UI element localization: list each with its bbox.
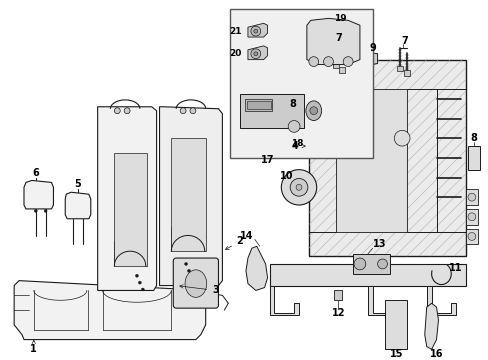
Bar [343,104,372,143]
Circle shape [287,121,299,132]
Bar [465,229,477,244]
Circle shape [250,49,260,59]
Bar [244,99,272,111]
Text: 14: 14 [240,231,253,242]
Bar [336,89,406,231]
Circle shape [184,262,187,265]
Circle shape [289,179,307,196]
Circle shape [124,108,130,114]
Text: 12: 12 [331,308,345,318]
Text: 5: 5 [75,179,81,189]
Bar [465,209,477,225]
Polygon shape [65,192,91,219]
Text: 16: 16 [429,349,443,359]
Bar [240,94,304,129]
Circle shape [353,258,365,270]
Bar [230,9,372,158]
Polygon shape [424,303,438,350]
Bar [385,300,406,350]
Bar [467,146,479,170]
Text: 1: 1 [30,340,37,354]
Polygon shape [171,138,205,251]
Circle shape [343,57,352,67]
Polygon shape [24,180,53,209]
Polygon shape [306,18,359,64]
Circle shape [253,29,257,33]
Text: 11: 11 [448,263,462,273]
Circle shape [114,108,120,114]
Polygon shape [367,285,396,315]
Bar [308,60,465,256]
Text: 2: 2 [225,237,243,249]
Text: 3: 3 [180,285,219,296]
Circle shape [190,108,196,114]
Polygon shape [114,153,146,266]
Text: 8: 8 [289,99,296,109]
Circle shape [141,288,144,291]
Circle shape [295,184,302,190]
Bar [334,291,342,300]
Bar [465,189,477,205]
Circle shape [180,108,185,114]
Bar [333,63,339,68]
Circle shape [253,52,257,56]
Circle shape [281,170,316,205]
Polygon shape [247,46,267,60]
Polygon shape [14,281,205,339]
Bar [298,109,308,130]
Polygon shape [349,52,377,66]
Polygon shape [269,285,298,315]
Circle shape [44,210,47,212]
Text: 20: 20 [229,49,242,58]
Ellipse shape [305,101,321,121]
Circle shape [377,259,386,269]
Bar [269,264,465,285]
Text: 17: 17 [260,155,274,165]
Text: 15: 15 [389,349,402,359]
Circle shape [323,57,333,67]
Text: 7: 7 [401,36,407,46]
Circle shape [309,107,317,114]
Text: 8: 8 [469,133,476,143]
Circle shape [190,276,193,279]
Text: 10: 10 [279,171,292,180]
Ellipse shape [184,270,206,297]
Polygon shape [98,107,156,291]
FancyBboxPatch shape [173,258,218,308]
Polygon shape [159,107,222,285]
Polygon shape [426,285,455,315]
Circle shape [138,281,141,284]
Text: 9: 9 [368,43,375,53]
Bar [403,71,409,76]
Polygon shape [245,246,267,291]
Text: 13: 13 [372,239,386,249]
Text: 4: 4 [291,141,305,151]
Polygon shape [247,23,267,37]
Circle shape [393,130,409,146]
Circle shape [467,233,475,240]
Bar [246,101,270,109]
Circle shape [250,26,260,36]
Bar [339,67,345,73]
Circle shape [34,210,37,212]
Text: 18: 18 [290,139,303,148]
Text: 21: 21 [229,27,242,36]
Text: 7: 7 [334,33,341,43]
Circle shape [187,269,190,272]
Bar [396,66,402,71]
Circle shape [467,193,475,201]
Bar [352,254,389,274]
Circle shape [135,274,138,277]
Circle shape [308,57,318,67]
Text: 19: 19 [333,14,346,23]
Text: 6: 6 [32,168,39,177]
Circle shape [467,213,475,221]
